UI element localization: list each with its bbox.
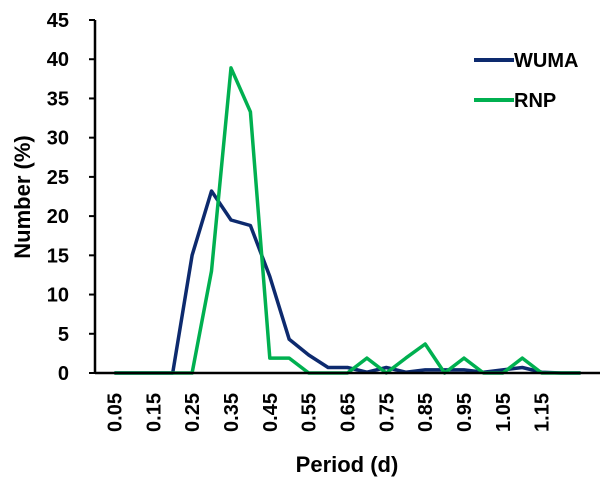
legend-label-wuma: WUMA [514, 50, 578, 72]
y-tick-label: 20 [47, 206, 69, 228]
y-axis-title: Number (%) [10, 135, 35, 258]
x-tick-label: 0.45 [260, 393, 282, 432]
x-tick-label: 0.95 [454, 393, 476, 432]
x-tick-label: 1.15 [532, 393, 554, 432]
y-axis-ticks: 0 5 10 15 20 25 30 35 40 45 [47, 10, 95, 385]
x-tick-label: 0.65 [338, 393, 360, 432]
y-tick-label: 5 [58, 324, 69, 346]
x-tick-label: 0.25 [182, 393, 204, 432]
y-tick-label: 35 [47, 88, 69, 110]
series-line-wuma [114, 191, 580, 373]
y-tick-label: 30 [47, 128, 69, 150]
x-tick-label: 1.05 [493, 393, 515, 432]
y-tick-label: 0 [58, 363, 69, 385]
legend-item-rnp: RNP [474, 90, 556, 112]
series-line-rnp [114, 68, 580, 373]
y-tick-label: 45 [47, 10, 69, 32]
y-tick-label: 10 [47, 285, 69, 307]
series-layer [114, 68, 580, 373]
x-tick-label: 0.75 [376, 393, 398, 432]
legend-item-wuma: WUMA [474, 50, 578, 72]
x-tick-label: 0.35 [221, 393, 243, 432]
y-tick-label: 40 [47, 49, 69, 71]
x-axis-title: Period (d) [296, 452, 399, 477]
x-tick-label: 0.55 [299, 393, 321, 432]
x-tick-label: 0.05 [104, 393, 126, 432]
y-tick-label: 25 [47, 167, 69, 189]
y-tick-label: 15 [47, 245, 69, 267]
legend-label-rnp: RNP [514, 90, 556, 112]
legend: WUMA RNP [474, 50, 578, 112]
x-tick-label: 0.15 [143, 393, 165, 432]
x-axis-ticks: 0.05 0.15 0.25 0.35 0.45 0.55 0.65 0.75 0.85 0.95… [104, 393, 553, 432]
x-tick-label: 0.85 [415, 393, 437, 432]
